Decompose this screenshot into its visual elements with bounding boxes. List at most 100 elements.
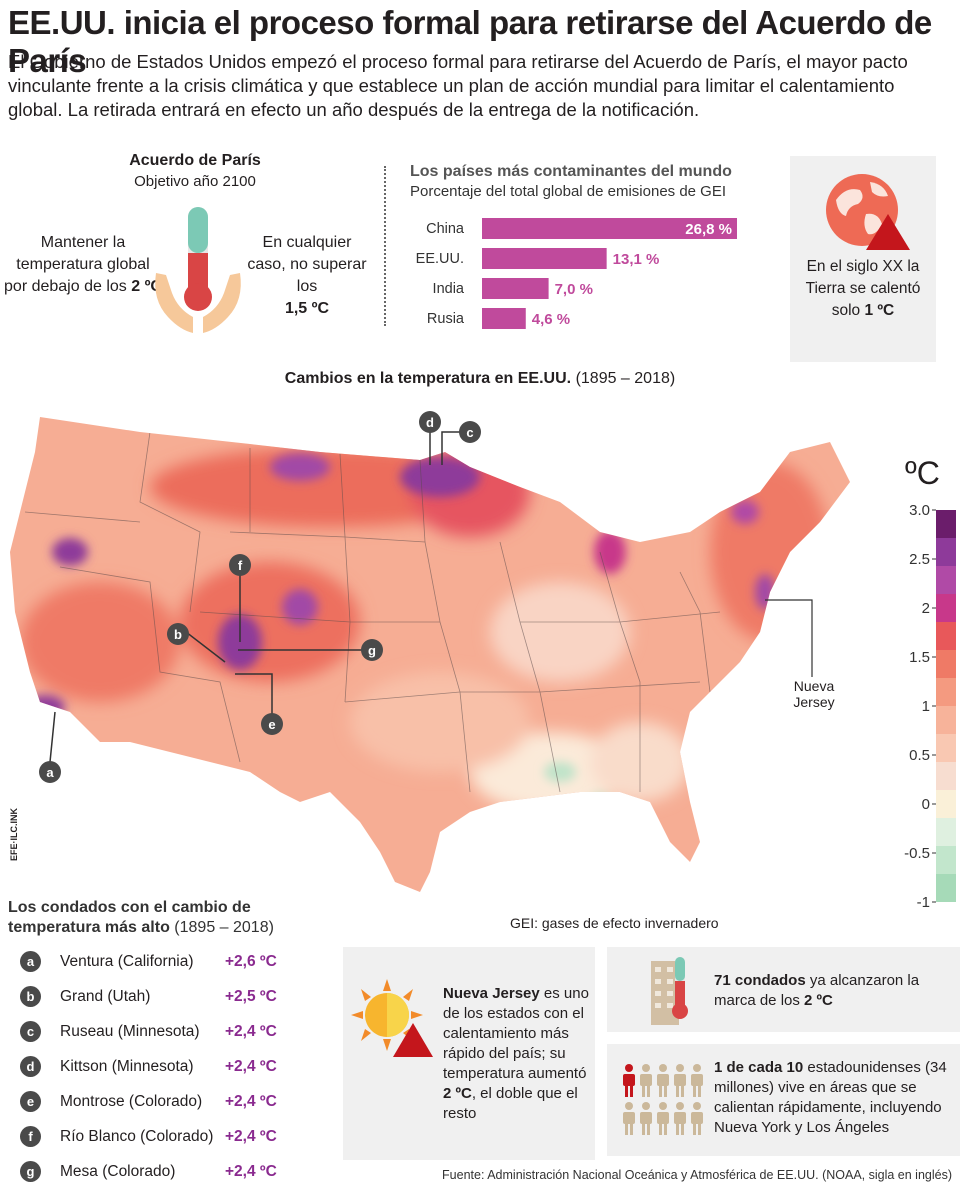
paris-left-text: Mantener la temperatura global por debaj… (4, 232, 162, 298)
county-name: Ventura (California) (60, 953, 194, 970)
marker-e: e (235, 673, 283, 735)
legend-tick-label: 2.5 (909, 551, 930, 568)
map-title-text: Cambios en la temperatura en EE.UU. (284, 370, 572, 387)
nj-body-2: , el doble que el resto (443, 1085, 578, 1122)
marker-c: c (441, 421, 481, 465)
county-row: g Mesa (Colorado) +2,4 ºC (20, 1161, 320, 1187)
county-value: +2,4 ºC (225, 1093, 277, 1110)
county-row: b Grand (Utah) +2,5 ºC (20, 986, 320, 1021)
person-figure (623, 1102, 635, 1135)
bar-value-label: 13,1 % (613, 251, 660, 268)
marker-b: b (167, 623, 226, 663)
emitters-subtitle: Porcentaje del total global de emisiones… (410, 183, 727, 200)
map-markers: a b c d e f g (39, 411, 813, 783)
county-name: Montrose (Colorado) (60, 1093, 203, 1110)
nj-card: Nueva Jersey es uno de los estados con e… (343, 947, 595, 1160)
nj-text: Nueva Jersey es uno de los estados con e… (443, 984, 593, 1124)
county-value: +2,4 ºC (225, 1058, 277, 1075)
county-badge: f (20, 1126, 41, 1147)
legend-tick-label: 1.5 (909, 649, 930, 666)
legend-swatch (936, 706, 956, 734)
county-badge: d (20, 1056, 41, 1077)
globe-card: En el siglo XX la Tierra se calentó solo… (790, 156, 936, 362)
legend-tick-label: 3.0 (909, 502, 930, 519)
county-name: Ruseau (Minnesota) (60, 1023, 200, 1040)
people-icon (623, 1064, 703, 1135)
county-name: Grand (Utah) (60, 988, 151, 1005)
people-body: estadounidenses (34 millones) vive en ár… (714, 1059, 947, 1136)
legend-swatch (936, 622, 956, 650)
bar-value-label: 7,0 % (555, 281, 593, 298)
counties-card: 71 condados ya alcanzaron la marca de lo… (607, 947, 960, 1032)
paris-right-value: 1,5 ºC (284, 300, 330, 317)
temperature-legend: 3.0 2.5 2 1.5 1 0.5 0 -0.5 -1 (904, 502, 956, 911)
marker-e-label: e (268, 717, 275, 732)
legend-swatch (936, 790, 956, 818)
legend-swatch (936, 846, 956, 874)
legend-tick-label: -1 (917, 894, 930, 911)
marker-c-label: c (466, 425, 473, 440)
person-figure (674, 1102, 686, 1135)
legend-swatch (936, 734, 956, 762)
bar-0 (482, 218, 737, 239)
bar-value-label: 4,6 % (532, 311, 570, 328)
people-bold: 1 de cada 10 (714, 1059, 804, 1076)
us-temperature-map: a b c d e f g (10, 411, 850, 892)
bar-2 (482, 278, 549, 299)
legend-tick-label: 2 (922, 600, 930, 617)
counties-period: (1895 – 2018) (174, 919, 274, 936)
counties-card-bold: 71 condados (714, 972, 806, 989)
bar-3 (482, 308, 526, 329)
person-figure (691, 1064, 703, 1097)
emitters-bar-chart: China 26,8 % EE.UU. 13,1 % India 7,0 % Rusia 4,… (416, 218, 737, 329)
marker-g: g (238, 639, 383, 661)
county-name: Mesa (Colorado) (60, 1163, 176, 1180)
nj-bold: Nueva Jersey (443, 985, 540, 1002)
legend-tick-label: 0.5 (909, 747, 930, 764)
bar-1 (482, 248, 607, 269)
county-value: +2,5 ºC (225, 988, 277, 1005)
county-value: +2,4 ºC (225, 1023, 277, 1040)
county-row: e Montrose (Colorado) +2,4 ºC (20, 1091, 320, 1126)
person-figure (691, 1102, 703, 1135)
counties-card-body: ya alcanzaron la marca de los (714, 972, 920, 1009)
legend-swatch (936, 762, 956, 790)
map-period: (1895 – 2018) (575, 370, 676, 387)
source-note: Fuente: Administración Nacional Oceánica… (442, 1168, 952, 1182)
county-row: d Kittson (Minnesota) +2,4 ºC (20, 1056, 320, 1091)
paris-right-text: En cualquier caso, no superar los 1,5 ºC (246, 232, 368, 320)
county-badge: g (20, 1161, 41, 1182)
bar-category-label: China (426, 221, 465, 237)
paris-left-value: 2 ºC (131, 278, 162, 295)
legend-tick-label: 1 (922, 698, 930, 715)
marker-d: d (419, 411, 441, 465)
person-figure (640, 1064, 652, 1097)
people-card: 1 de cada 10 estadounidenses (34 millone… (607, 1044, 960, 1156)
nj-body-1: es uno de los estados con el calentamien… (443, 985, 589, 1082)
marker-a-label: a (46, 765, 54, 780)
page-title: EE.UU. inicia el proceso formal para ret… (8, 4, 932, 79)
legend-swatch (936, 566, 956, 594)
county-badge: c (20, 1021, 41, 1042)
county-name: Río Blanco (Colorado) (60, 1128, 214, 1145)
county-value: +2,4 ºC (225, 1128, 277, 1145)
county-name: Kittson (Minnesota) (60, 1058, 194, 1075)
county-row: f Río Blanco (Colorado) +2,4 ºC (20, 1126, 320, 1161)
counties-title: Los condados con el cambio de temperatur… (8, 898, 308, 938)
county-badge: a (20, 951, 41, 972)
efe-logo: EFE·ILC.INK (9, 808, 19, 861)
globe-body: En el siglo XX la Tierra se calentó solo (805, 258, 921, 319)
county-value: +2,4 ºC (225, 1163, 277, 1180)
people-text: 1 de cada 10 estadounidenses (34 millone… (714, 1058, 954, 1138)
counties-title-text: Los condados con el cambio de temperatur… (8, 899, 251, 936)
paris-subtitle: Objetivo año 2100 (134, 173, 256, 190)
legend-swatch (936, 874, 956, 902)
county-badge: b (20, 986, 41, 1007)
gei-note: GEI: gases de efecto invernadero (510, 915, 719, 931)
county-row: a Ventura (California) +2,6 ºC (20, 951, 320, 986)
legend-swatch (936, 538, 956, 566)
legend-swatch (936, 678, 956, 706)
paris-left-body: Mantener la temperatura global por debaj… (4, 234, 150, 295)
legend-swatch (936, 594, 956, 622)
bar-category-label: EE.UU. (416, 251, 464, 267)
